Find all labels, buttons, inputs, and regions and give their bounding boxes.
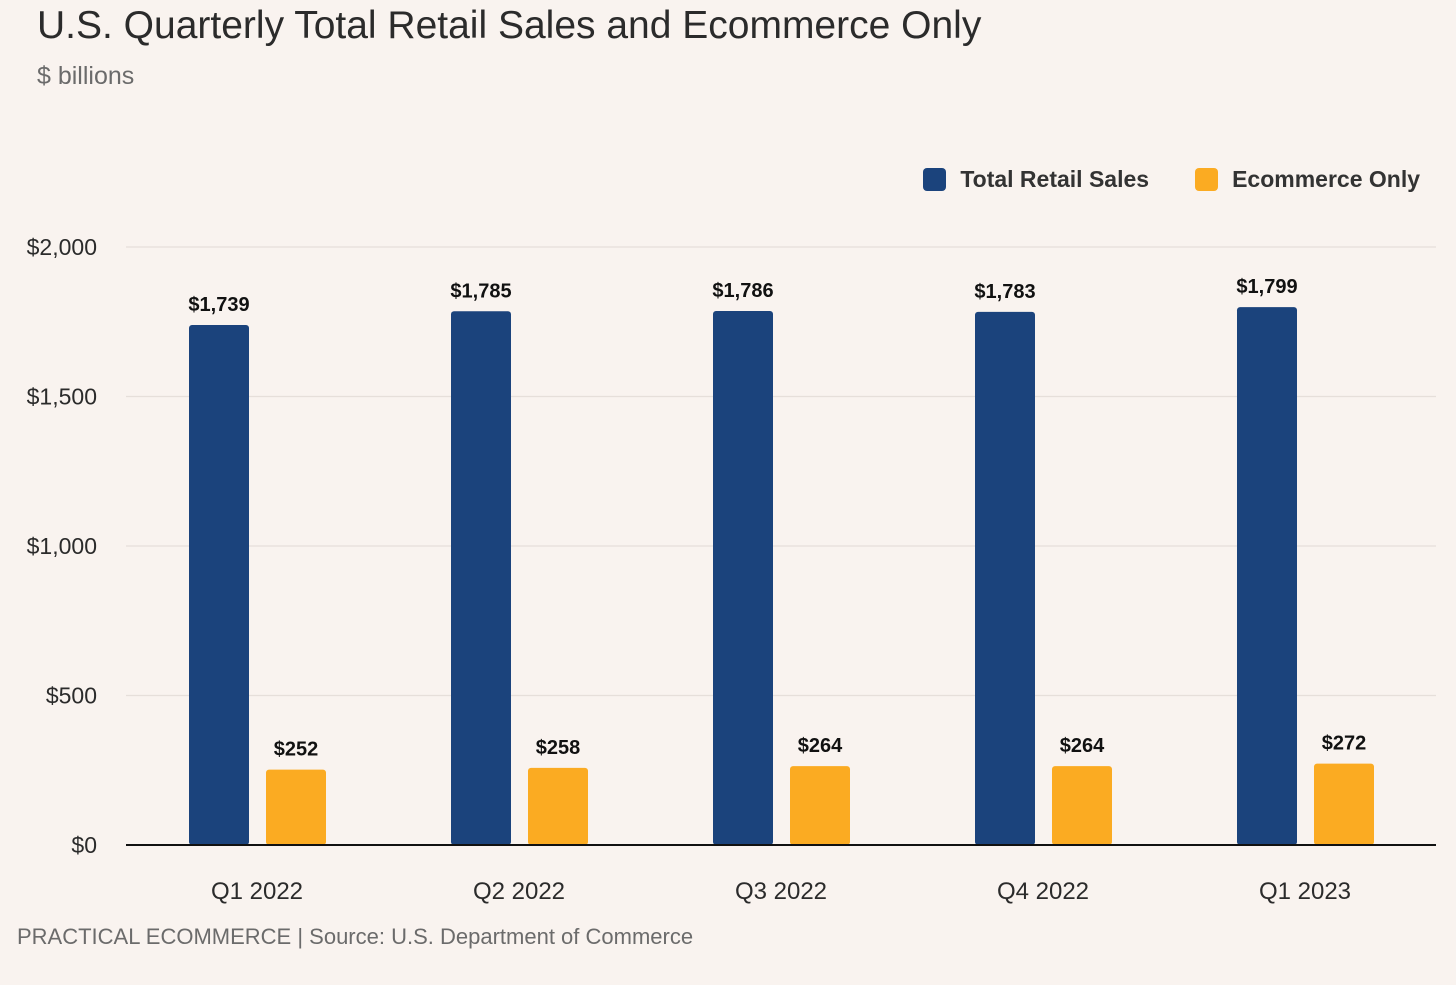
bar-ecommerce-0 [266,769,326,845]
legend-swatch-ecommerce [1195,168,1219,191]
bar-total-retail-0 [189,325,249,845]
chart-subtitle: $ billions [37,62,135,90]
x-tick-label-1: Q2 2022 [473,878,565,905]
chart-legend: Total Retail Sales Ecommerce Only [877,166,1420,193]
x-tick-label-3: Q4 2022 [997,878,1089,905]
bar-total-retail-1 [451,311,511,845]
y-tick-label-0: $0 [71,832,97,858]
data-label-total-retail-0: $1,739 [188,294,249,316]
x-tick-label-0: Q1 2022 [211,878,303,905]
legend-label-ecommerce: Ecommerce Only [1232,166,1420,192]
bar-total-retail-4 [1237,307,1297,845]
bar-ecommerce-2 [790,766,850,845]
y-tick-label-1500: $1,500 [27,384,97,410]
y-tick-label-2000: $2,000 [27,234,97,260]
y-tick-label-500: $500 [46,683,97,709]
y-tick-label-1000: $1,000 [27,533,97,559]
data-label-total-retail-1: $1,785 [450,280,511,302]
data-label-ecommerce-2: $264 [798,735,843,757]
data-label-total-retail-2: $1,786 [712,280,773,302]
bar-ecommerce-4 [1314,763,1374,845]
x-tick-label-4: Q1 2023 [1259,878,1351,905]
data-label-total-retail-3: $1,783 [974,281,1035,303]
x-tick-label-2: Q3 2022 [735,878,827,905]
legend-item-ecommerce[interactable]: Ecommerce Only [1195,166,1420,193]
data-label-total-retail-4: $1,799 [1236,276,1297,298]
bar-total-retail-3 [975,311,1035,845]
chart-footer-source: PRACTICAL ECOMMERCE | Source: U.S. Depar… [17,924,694,949]
bar-ecommerce-1 [528,767,588,845]
legend-label-total-retail: Total Retail Sales [960,166,1150,192]
data-label-ecommerce-1: $258 [536,737,581,759]
legend-item-total-retail[interactable]: Total Retail Sales [923,166,1149,193]
bar-total-retail-2 [713,310,773,846]
legend-swatch-total-retail [923,168,947,191]
data-label-ecommerce-4: $272 [1322,733,1367,755]
bar-ecommerce-3 [1052,766,1112,845]
chart-title: U.S. Quarterly Total Retail Sales and Ec… [37,4,982,47]
data-label-ecommerce-3: $264 [1060,735,1105,757]
data-label-ecommerce-0: $252 [274,739,319,761]
